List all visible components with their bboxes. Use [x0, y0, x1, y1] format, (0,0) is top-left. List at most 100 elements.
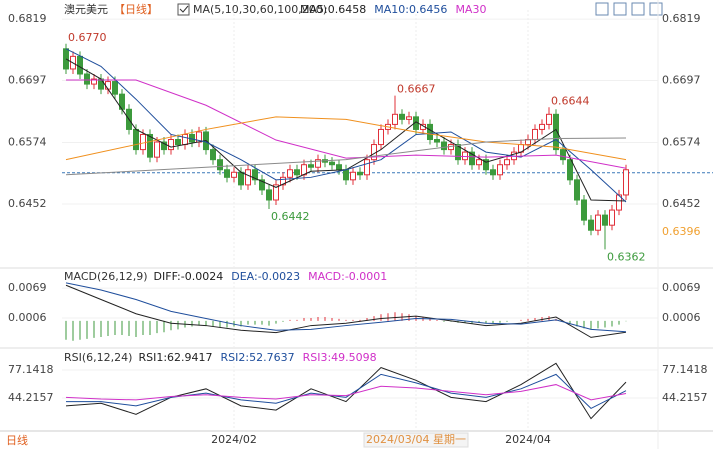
candle-body	[574, 179, 580, 201]
candle-body	[259, 179, 265, 191]
indicator-line	[66, 373, 627, 410]
indicator-line	[65, 284, 627, 338]
candle-body	[609, 209, 615, 226]
candle-body	[245, 169, 251, 186]
candle-body	[252, 169, 258, 181]
symbol: 澳元美元	[64, 3, 108, 16]
indicator-line	[65, 282, 627, 333]
candle-body	[287, 169, 293, 178]
candle-body	[105, 81, 111, 90]
candle-body	[91, 78, 97, 85]
candle-body	[483, 159, 489, 171]
candle-body	[161, 141, 167, 151]
candle-body	[147, 133, 153, 158]
y-tick-label-right: 0.6819	[662, 12, 701, 25]
y-tick-label: 0.6452	[8, 197, 47, 210]
x-tick-label: 2024/02	[211, 433, 257, 446]
candle-body	[364, 159, 370, 176]
ma-checkbox[interactable]	[177, 3, 190, 16]
indicator-line	[65, 137, 627, 176]
candle-body	[504, 159, 510, 166]
legend-entry: RSI2:52.7637	[221, 351, 295, 364]
candle-body	[357, 171, 363, 176]
candle-body	[469, 151, 475, 166]
indicator-line	[65, 362, 627, 420]
indicator-line	[65, 116, 627, 161]
candle-body	[602, 214, 608, 226]
y-tick-label-right: 0.0006	[662, 311, 701, 324]
candle-body	[581, 199, 587, 221]
candle-body	[217, 159, 223, 171]
candle-body	[455, 144, 461, 161]
candle-body	[336, 164, 342, 171]
candle-body	[112, 81, 118, 95]
candle-body	[175, 139, 181, 146]
candle-body	[84, 73, 90, 85]
candle-body	[378, 128, 384, 146]
ma-params: MA(5,10,30,60,100,200)	[193, 3, 327, 16]
legend-entry: DEA:-0.0023	[231, 270, 300, 283]
candle-body	[98, 78, 104, 90]
high-label: 0.6644	[551, 94, 590, 107]
price-marker: 0.6396	[662, 225, 701, 238]
candle-body	[553, 113, 559, 151]
tool-button[interactable]	[595, 2, 609, 16]
y-tick-label: 44.2157	[8, 391, 54, 404]
candle-body	[476, 159, 482, 166]
candle-body	[399, 113, 405, 120]
y-tick-label: 0.6574	[8, 136, 47, 149]
crosshair-label-bg	[363, 432, 469, 448]
candle-body	[133, 128, 139, 151]
period[interactable]: 【日线】	[114, 2, 158, 16]
candle-body	[441, 141, 447, 151]
y-tick-label-right: 0.6452	[662, 197, 701, 210]
panel-title: MACD(26,12,9)	[64, 270, 148, 283]
candle-body	[231, 171, 237, 178]
y-tick-label-right: 0.6697	[662, 74, 701, 87]
tool-button[interactable]	[649, 2, 663, 16]
candle-body	[210, 149, 216, 161]
tool-button[interactable]	[631, 2, 645, 16]
panel-title: RSI(6,12,24)	[64, 351, 132, 364]
candle-body	[434, 139, 440, 143]
candle-body	[427, 123, 433, 141]
candle-body	[77, 55, 83, 75]
legend-entry: MA5:0.6458	[300, 3, 366, 16]
legend-entry: RSI3:49.5098	[303, 351, 377, 364]
legend-entry: MACD:-0.0001	[308, 270, 387, 283]
check	[179, 5, 189, 13]
candle-body	[560, 149, 566, 161]
x-tick-label: 2024/04	[505, 433, 551, 446]
tool-button[interactable]	[613, 2, 627, 16]
candle-body	[595, 214, 601, 231]
candle-body	[168, 139, 174, 151]
candle-body	[308, 164, 314, 168]
candle-body	[273, 184, 279, 201]
candle-body	[350, 171, 356, 181]
candle-body	[329, 161, 335, 166]
y-tick-label: 0.0069	[8, 281, 47, 294]
legend-entry: DIFF:-0.0024	[154, 270, 224, 283]
indicator-line	[65, 48, 627, 203]
toolbar	[595, 2, 663, 16]
y-tick-label-right: 0.0069	[662, 281, 701, 294]
candle-body	[588, 219, 594, 231]
candle-body	[294, 169, 300, 176]
candle-body	[490, 169, 496, 176]
candle-body	[315, 159, 321, 168]
indicator-line	[65, 384, 627, 401]
candle-body	[280, 176, 286, 186]
footer-label[interactable]: 日线	[6, 433, 28, 447]
candle-body	[140, 133, 146, 151]
candle-body	[224, 169, 230, 178]
candle-body	[182, 133, 188, 146]
y-tick-label-right: 77.1418	[662, 363, 708, 376]
candle-body	[238, 171, 244, 186]
candle-body	[392, 113, 398, 125]
candle-body	[532, 128, 538, 141]
y-tick-label-right: 44.2157	[662, 391, 708, 404]
y-tick-label: 77.1418	[8, 363, 54, 376]
candle-body	[567, 159, 573, 181]
y-tick-label-right: 0.6574	[662, 136, 701, 149]
